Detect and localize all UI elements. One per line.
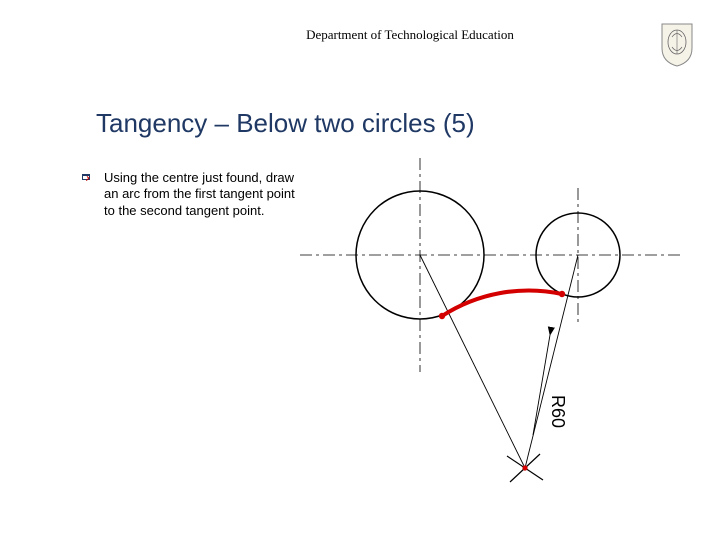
arc-center-dot [522,465,527,470]
department-name: Department of Technological Education [306,27,514,42]
tangency-diagram: R60 [300,150,700,510]
bullet-icon [82,174,92,184]
radius-label: R60 [548,395,568,428]
crest-logo [658,22,696,68]
tangent-point-2 [559,291,565,297]
construction-line-1 [420,255,525,468]
radius-dim-line [533,335,550,435]
slide-title: Tangency – Below two circles (5) [96,108,475,139]
tangent-arc [442,290,562,316]
body-text: Using the centre just found, draw an arc… [104,170,304,219]
tangent-point-1 [439,313,445,319]
